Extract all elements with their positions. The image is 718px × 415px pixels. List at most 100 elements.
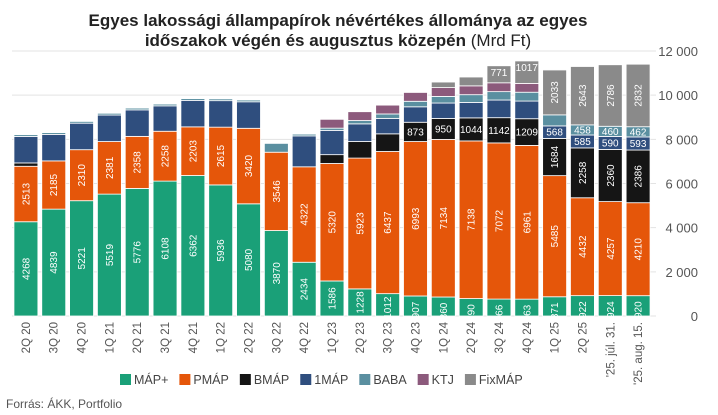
x-tick-label: 3Q 23	[383, 322, 395, 353]
legend-swatch	[464, 374, 476, 385]
legend-label: PMÁP	[193, 372, 228, 387]
bar-segment-label: 5936	[216, 239, 227, 262]
bar-segment	[430, 102, 456, 119]
legend-item: FixMÁP	[464, 372, 523, 387]
legend-item: 1MÁP	[300, 372, 348, 387]
bar-stack: 907 6993 873	[403, 92, 428, 318]
bar-segment-label: 763	[522, 304, 533, 321]
bar-segment-label: 2513	[21, 182, 32, 205]
bar-segment-label: 1228	[355, 291, 366, 314]
bar-segment	[597, 64, 623, 127]
bar-stack: 766 7072 1142 771	[486, 65, 512, 321]
bar-segment-label: 5519	[105, 244, 116, 267]
bar-segment-label: 1684	[550, 145, 561, 168]
legend-item: BABA	[359, 373, 407, 387]
bar-segment-label: 3420	[244, 154, 255, 177]
x-tick-label: 4Q 22	[299, 322, 311, 353]
bar-segment	[13, 134, 39, 137]
legend-swatch	[359, 374, 371, 385]
bar-segment-label: 4432	[578, 235, 589, 258]
x-axis-ticks: 2Q 20 3Q 20 4Q 20 1Q 21 2Q 21 3Q 21 4Q 21 1Q 22…	[21, 321, 645, 385]
bar-segment	[542, 114, 567, 127]
y-tick-label: 10 000	[658, 88, 698, 103]
bar-segment	[41, 133, 67, 162]
legend-swatch	[239, 374, 251, 385]
bar-segment-label: 2360	[606, 164, 617, 187]
x-tick-label: 3Q 24	[494, 321, 506, 353]
bar-segment	[347, 111, 373, 121]
bar-segment-label: 6961	[522, 211, 533, 234]
bar-stack: 1228 5923	[347, 111, 373, 317]
bar-segment	[13, 136, 39, 164]
bar-segment-label: 5923	[355, 212, 366, 235]
legend-label: 1MÁP	[314, 372, 348, 387]
x-tick-label: 2Q 25	[577, 322, 589, 353]
legend-swatch	[179, 374, 191, 385]
x-tick-label: 3Q 22	[271, 322, 283, 353]
bar-stack: 4268 2513	[13, 134, 39, 317]
x-tick-label: 1Q 21	[104, 322, 116, 353]
bar-segment-label: 907	[411, 301, 422, 318]
bar-segment-label: 873	[407, 127, 424, 138]
bar-segment	[347, 120, 373, 125]
bar-segment	[124, 107, 150, 111]
bar-stack: 5519 2381	[97, 112, 122, 317]
bar-segment	[486, 99, 512, 119]
bar-segment	[180, 98, 206, 101]
bar-segment-label: 7138	[467, 208, 478, 231]
bar-segment	[97, 114, 122, 142]
y-tick-label: 12 000	[658, 44, 698, 59]
bar-segment	[319, 118, 345, 129]
bar-segment-label: 590	[602, 138, 619, 149]
bar-segment-label: 2310	[77, 164, 88, 187]
x-tick-label: 3Q 21	[160, 322, 172, 353]
x-tick-label: 2Q 21	[132, 322, 144, 353]
bar-segment-label: 2185	[49, 173, 60, 196]
bar-segment-label: 2258	[161, 145, 172, 168]
bar-stack: 4839 2185	[41, 132, 67, 317]
x-tick-label: 4Q 20	[77, 322, 89, 353]
bar-stack: 5936 2615	[208, 98, 234, 317]
chart-title-line2-light: (Mrd Ft)	[466, 31, 531, 50]
bar-segment	[208, 98, 234, 102]
bar-segment-label: 5080	[244, 248, 255, 271]
bar-segment	[236, 99, 261, 103]
bar-segment-label: 2386	[634, 165, 645, 188]
bar-stack: 860 7134 950	[430, 81, 456, 319]
bar-stack: 1012 6437	[375, 104, 401, 319]
bar-segment	[486, 82, 512, 93]
bar-segment-label: 2033	[550, 81, 561, 104]
legend-swatch	[417, 374, 429, 385]
bar-segment-label: 5485	[550, 225, 561, 248]
bar-segment	[69, 121, 94, 124]
bar-segment-label: 2615	[216, 144, 227, 167]
legend-label: BABA	[373, 373, 407, 387]
bar-segment	[41, 132, 67, 135]
bar-segment-label: 2381	[105, 156, 116, 179]
bar-segment-label: 2832	[634, 84, 645, 107]
x-tick-label: '25. aug. 15.	[633, 322, 645, 385]
x-tick-label: 4Q 23	[410, 322, 422, 353]
bar-segment	[542, 69, 567, 116]
bar-segment-label: 5776	[133, 241, 144, 264]
bar-segment	[208, 100, 234, 128]
bar-segment	[291, 135, 317, 168]
bar-segment	[347, 141, 373, 159]
bar-segment	[486, 91, 512, 101]
bar-segment	[514, 91, 540, 102]
bar-segment	[514, 82, 540, 93]
y-tick-label: 0	[691, 309, 698, 324]
x-tick-label: 1Q 25	[550, 322, 562, 353]
x-tick-label: '25. júl. 31.	[605, 322, 617, 377]
bar-segment-label: 2358	[133, 151, 144, 174]
legend-swatch	[120, 374, 131, 385]
bar-stack: 790 7138 1044	[458, 76, 484, 321]
x-tick-label: 2Q 22	[244, 322, 256, 353]
bar-segment-label: 4257	[606, 237, 617, 260]
bar-segment	[375, 117, 401, 135]
bar-segment	[124, 109, 150, 137]
bar-stack: 2434 4322	[291, 133, 317, 317]
y-axis-ticks: 0 2 000 4 000 6 000 8 000 10 000 12 000	[658, 44, 698, 324]
